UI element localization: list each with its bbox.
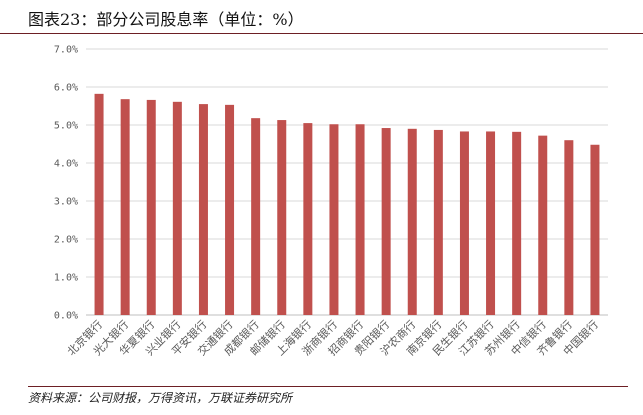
y-tick-label: 4.0% — [54, 159, 78, 170]
bar — [381, 128, 391, 315]
bar — [459, 131, 469, 315]
bar — [407, 128, 417, 315]
bar — [120, 99, 130, 315]
y-tick-label: 3.0% — [54, 197, 78, 208]
y-tick-label: 0.0% — [54, 311, 78, 322]
y-tick-label: 7.0% — [54, 45, 78, 56]
source-note: 资料来源：公司财报，万得资讯，万联证券研究所 — [28, 391, 293, 405]
bar — [251, 118, 261, 315]
bar-chart: 0.0%1.0%2.0%3.0%4.0%5.0%6.0%7.0%北京银行光大银行… — [54, 45, 608, 358]
bar — [172, 101, 182, 315]
bar — [512, 131, 522, 315]
bar — [538, 135, 548, 315]
y-tick-label: 6.0% — [54, 83, 78, 94]
bar — [590, 144, 600, 315]
y-tick-label: 1.0% — [54, 273, 78, 284]
y-tick-label: 2.0% — [54, 235, 78, 246]
bar — [225, 104, 235, 315]
bar — [94, 93, 104, 315]
bar — [198, 104, 208, 315]
source-divider — [28, 386, 628, 387]
figure-title: 图表23：部分公司股息率（单位：%） — [0, 0, 643, 34]
bar — [564, 140, 574, 315]
bar — [277, 120, 287, 315]
figure-title-text: 图表23：部分公司股息率（单位：%） — [28, 10, 304, 29]
bar — [486, 131, 496, 315]
bar — [329, 124, 339, 316]
bar — [303, 123, 313, 315]
bar — [433, 129, 443, 315]
bar — [146, 99, 156, 315]
chart-area: 0.0% 1.0% 2.0% 3.0% 4.0% 5.0% 6.0% 7.0% 北京银行 光大银行… — [0, 34, 643, 386]
y-tick-label: 5.0% — [54, 121, 78, 132]
bar — [355, 124, 365, 316]
